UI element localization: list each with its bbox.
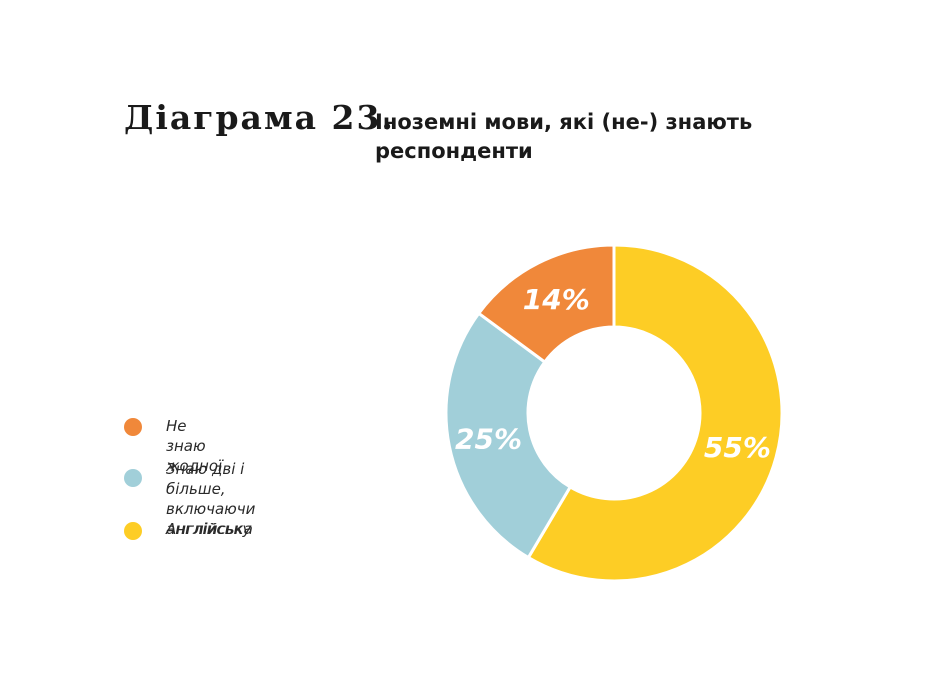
slice-label-none: 14% [523,283,590,316]
legend-swatch-none [124,418,142,436]
legend-label-english: Англійська [166,520,253,538]
slice-two-or-more [444,311,573,560]
legend-swatch-two-or-more [124,469,142,487]
slice-label-two-or-more: 25% [455,422,522,455]
legend-swatch-english [124,522,142,540]
slice-none [476,243,616,365]
slice-english [526,243,784,583]
slice-label-english: 55% [704,431,771,464]
chart-number-label: Діаграма 23. [124,98,395,137]
legend-label-two-or-more: Знаю дві і більше, включаючи англійську [166,460,256,538]
chart-title: Іноземні мови, які (не-) знають респонде… [375,110,753,163]
legend-label-none: Не знаю жодної [166,417,223,475]
